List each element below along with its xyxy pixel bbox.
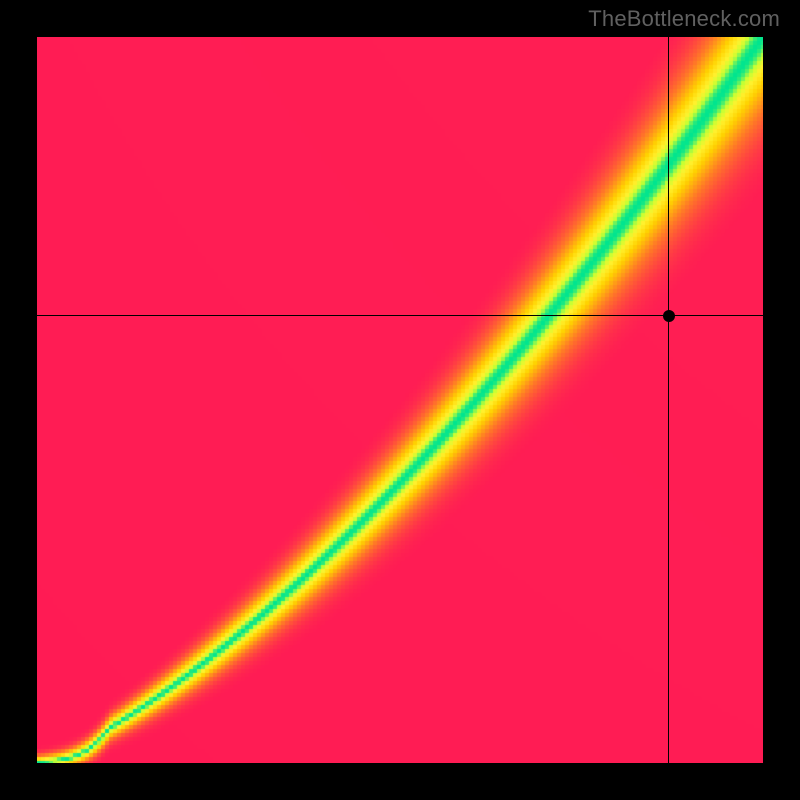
watermark-text: TheBottleneck.com: [588, 6, 780, 32]
crosshair-horizontal: [37, 315, 763, 316]
bottleneck-heatmap: [37, 37, 763, 763]
crosshair-vertical: [668, 37, 669, 763]
chart-container: TheBottleneck.com: [0, 0, 800, 800]
operating-point-marker: [663, 310, 675, 322]
